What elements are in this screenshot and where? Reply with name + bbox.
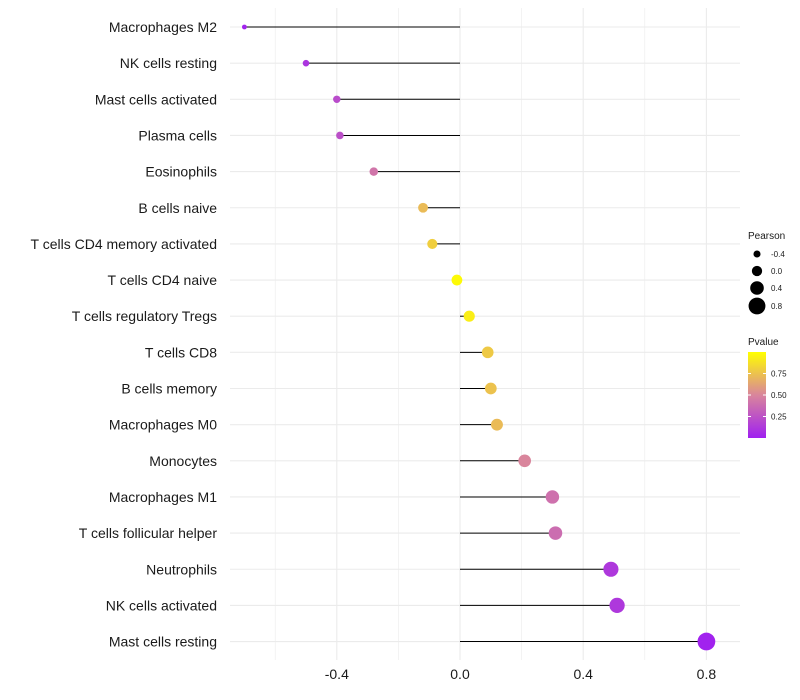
color-legend-label: 0.75 — [771, 370, 787, 379]
category-label: Plasma cells — [138, 127, 217, 143]
category-label: T cells CD8 — [145, 344, 217, 360]
category-label: Macrophages M0 — [109, 417, 217, 433]
category-label: Mast cells resting — [109, 634, 217, 650]
lollipop-point — [427, 238, 438, 249]
lollipop-point — [333, 95, 341, 104]
color-legend-title: Pvalue — [748, 337, 779, 348]
category-label: B cells naive — [138, 200, 217, 216]
x-axis-tick-labels: -0.4 0.0 0.4 0.8 — [325, 666, 717, 682]
category-label: Macrophages M2 — [109, 19, 217, 35]
lollipop-point — [491, 418, 503, 431]
category-label: T cells CD4 naive — [108, 272, 218, 288]
size-legend-label: 0.8 — [771, 302, 783, 311]
size-legend-dot — [753, 250, 761, 258]
size-legend-label: 0.4 — [771, 284, 783, 293]
lollipop-point — [451, 274, 463, 286]
x-tick-label: 0.4 — [573, 666, 593, 682]
category-label: Monocytes — [149, 453, 217, 469]
lollipop-points — [241, 24, 716, 651]
category-label: Eosinophils — [145, 164, 217, 180]
lollipop-point — [518, 454, 532, 468]
color-legend-label: 0.25 — [771, 413, 787, 422]
color-legend-label: 0.50 — [771, 391, 787, 400]
lollipop-point — [697, 632, 716, 651]
size-legend-dot — [748, 297, 766, 315]
category-label: NK cells activated — [106, 597, 217, 613]
category-label: T cells CD4 memory activated — [31, 236, 217, 252]
size-legend-dot — [750, 281, 764, 295]
x-tick-label: 0.0 — [450, 666, 470, 682]
lollipop-point — [302, 59, 310, 67]
size-legend-dot — [751, 265, 763, 277]
category-labels: Macrophages M2 NK cells resting Mast cells… — [31, 19, 218, 650]
category-label: Mast cells activated — [95, 91, 217, 107]
size-legend-label: -0.4 — [771, 250, 785, 259]
x-tick-label: -0.4 — [325, 666, 349, 682]
size-legend-title: Pearson — [748, 231, 785, 242]
lollipop-point — [603, 561, 619, 577]
category-label: T cells regulatory Tregs — [72, 308, 217, 324]
category-label: T cells follicular helper — [79, 525, 218, 541]
size-legend: Pearson -0.4 0.0 0.4 0.8 — [748, 231, 785, 315]
grid-lines — [230, 8, 740, 660]
lollipop-stems — [244, 26, 707, 643]
lollipop-point — [463, 310, 475, 322]
category-label: Neutrophils — [146, 561, 217, 577]
lollipop-point — [336, 131, 344, 140]
lollipop-point — [545, 490, 560, 504]
x-tick-label: 0.8 — [697, 666, 717, 682]
color-legend: Pvalue 0.75 0.50 0.25 — [748, 337, 787, 438]
category-label: NK cells resting — [120, 55, 217, 71]
lollipop-point — [369, 167, 378, 176]
lollipop-point — [609, 597, 625, 614]
size-legend-label: 0.0 — [771, 267, 783, 276]
lollipop-point — [418, 202, 428, 213]
lollipop-point — [484, 382, 497, 395]
lollipop-point — [548, 526, 563, 540]
category-label: B cells memory — [121, 381, 217, 397]
color-legend-colorbar — [748, 352, 766, 438]
lollipop-point — [241, 24, 247, 30]
lollipop-point — [481, 346, 494, 359]
category-label: Macrophages M1 — [109, 489, 217, 505]
